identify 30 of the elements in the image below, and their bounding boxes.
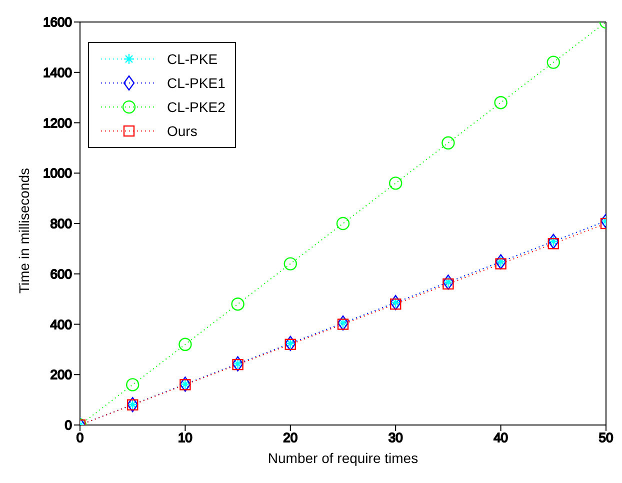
- y-tick-label: 1600: [43, 14, 72, 30]
- y-tick-label: 1400: [43, 64, 72, 80]
- point: [546, 56, 560, 69]
- y-tick-label: 800: [50, 216, 72, 232]
- legend-label: Ours: [167, 123, 198, 139]
- x-tick-label: 10: [178, 430, 192, 446]
- point: [284, 257, 297, 270]
- y-tick-label: 1000: [43, 166, 72, 181]
- point: [231, 298, 244, 311]
- y-axis-title: Time in milliseconds: [16, 168, 32, 294]
- x-tick-label: 50: [598, 430, 614, 446]
- y-tick-label: 1200: [43, 115, 72, 130]
- y-tick-label: 0: [64, 418, 72, 433]
- point: [126, 378, 140, 392]
- x-tick-label: 30: [388, 430, 403, 446]
- point: [336, 216, 350, 230]
- legend-label: CL-PKE: [167, 51, 218, 67]
- point: [389, 176, 402, 190]
- x-tick-label: 0: [76, 430, 84, 446]
- x-tick-label: 20: [283, 430, 298, 446]
- x-axis-title: Number of require times: [268, 450, 418, 466]
- y-tick-label: 600: [50, 266, 72, 282]
- point: [442, 136, 455, 150]
- point: [178, 338, 192, 351]
- y-tick-label: 400: [50, 316, 72, 332]
- x-tick-label: 40: [494, 430, 508, 446]
- point: [494, 96, 508, 110]
- y-tick-label: 200: [50, 367, 72, 382]
- legend-label: CL-PKE1: [167, 75, 226, 91]
- legend-label: CL-PKE2: [167, 99, 226, 115]
